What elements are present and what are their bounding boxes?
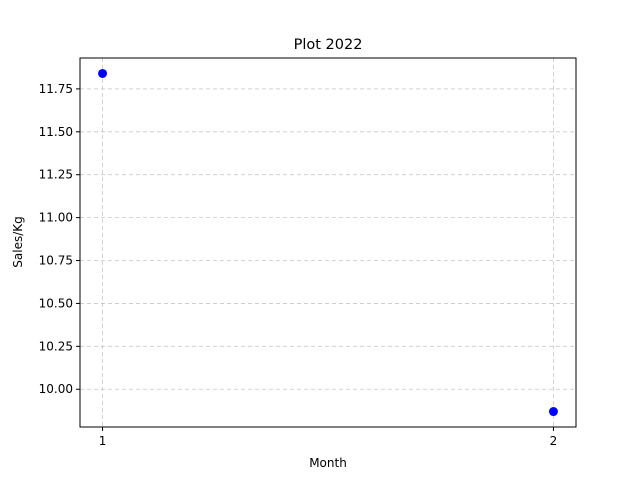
y-axis-label: Sales/Kg — [11, 216, 25, 267]
grid-layer — [80, 58, 576, 427]
data-points — [98, 68, 558, 417]
x-tick-label: 2 — [550, 434, 558, 448]
y-tick-label: 11.25 — [39, 168, 73, 182]
x-tick-label: 1 — [99, 434, 107, 448]
y-tick-label: 10.75 — [39, 254, 73, 268]
y-tick-label: 10.50 — [39, 296, 73, 310]
y-tick-label: 11.00 — [39, 211, 73, 225]
y-tick-label: 11.50 — [39, 125, 73, 139]
y-tick-label: 10.00 — [39, 382, 73, 396]
y-tick-label: 10.25 — [39, 339, 73, 353]
plot-area-frame — [79, 57, 577, 428]
chart-title: Plot 2022 — [294, 37, 363, 53]
x-axis-label: Month — [309, 456, 347, 470]
data-point — [98, 68, 108, 78]
tick-layer: 1 2 10.00 10.25 10.50 10.75 11.00 11.25 11.50 11.… — [39, 82, 558, 448]
y-tick-label: 11.75 — [39, 82, 73, 96]
data-point — [548, 407, 558, 417]
